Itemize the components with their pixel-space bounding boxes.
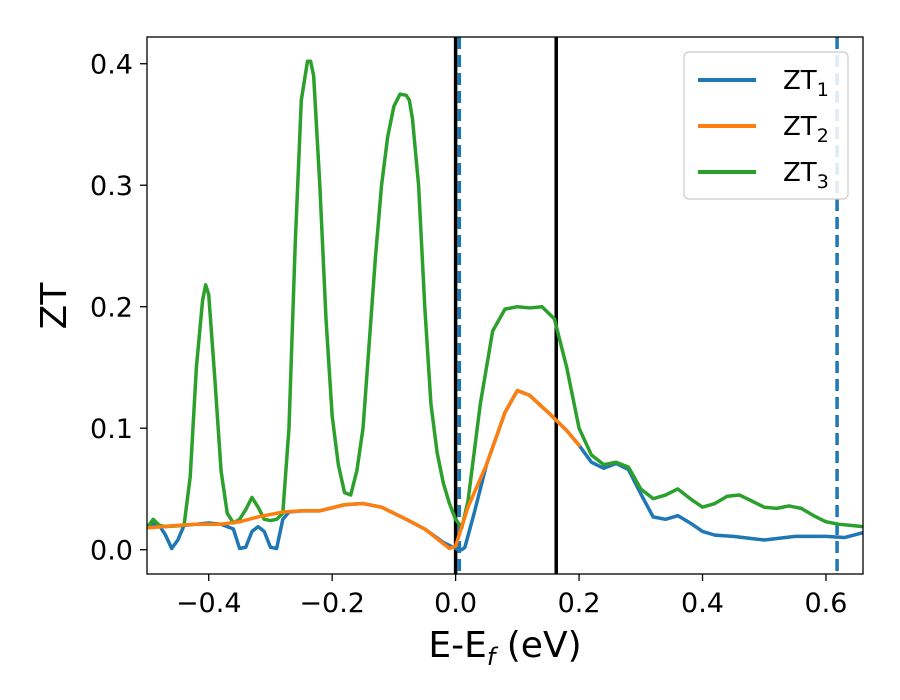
y-tick-label: 0.4 <box>90 50 133 81</box>
x-axis: −0.4 −0.2 0.0 0.2 0.4 0.6 <box>176 574 847 619</box>
x-tick-label: 0.2 <box>558 588 601 619</box>
legend-label-zt2: ZT2 <box>783 112 829 147</box>
legend-label-subscript: 3 <box>817 171 829 193</box>
legend-label-main: ZT <box>783 66 817 96</box>
y-axis: 0.0 0.1 0.2 0.3 0.4 <box>90 50 147 567</box>
x-tick-label: 0.4 <box>681 588 724 619</box>
series-lines <box>147 59 863 552</box>
series-line-zt2 <box>147 388 581 551</box>
x-tick-label: 0.0 <box>434 588 477 619</box>
y-tick-label: 0.1 <box>90 414 133 445</box>
series-line-zt1 <box>147 388 863 552</box>
vertical-reference-lines <box>453 37 839 574</box>
y-tick-label: 0.2 <box>90 293 133 324</box>
x-tick-label: −0.2 <box>299 588 365 619</box>
y-tick-label: 0.0 <box>90 536 133 567</box>
series-line-zt3 <box>147 59 863 530</box>
y-tick-label: 0.3 <box>90 171 133 202</box>
legend-label-subscript: 2 <box>817 125 829 147</box>
legend-label-subscript: 1 <box>817 79 829 101</box>
x-axis-label-main: E-E <box>428 625 486 666</box>
x-axis-label-unit: (eV) <box>495 625 581 666</box>
legend-box <box>683 51 849 200</box>
y-axis-label: ZT <box>34 282 75 330</box>
legend-label-zt1: ZT1 <box>783 66 829 101</box>
x-tick-label: 0.6 <box>804 588 847 619</box>
legend-label-main: ZT <box>783 158 817 188</box>
legend-label-main: ZT <box>783 112 817 142</box>
plot-frame <box>146 36 864 575</box>
x-tick-label: −0.4 <box>176 588 242 619</box>
legend-label-zt3: ZT3 <box>783 158 829 193</box>
x-axis-label: E-Ef (eV) <box>428 625 581 671</box>
